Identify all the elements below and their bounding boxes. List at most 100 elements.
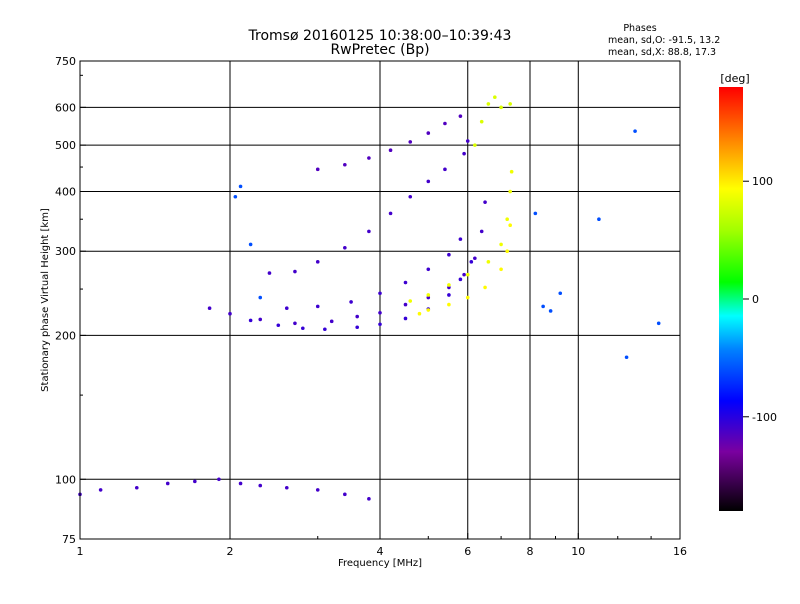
chart-subtitle: RwPretec (Bp) (330, 42, 429, 58)
echo-point (493, 95, 497, 99)
y-tick-label: 500 (55, 139, 76, 152)
echo-point (447, 285, 451, 290)
echo-point (134, 485, 139, 490)
echo-point (403, 316, 408, 321)
x-tick-label: 8 (527, 545, 534, 558)
echo-point (408, 299, 413, 303)
colorbar (719, 87, 743, 511)
x-axis-ticks: 1 2 4 6 8 10 16 (77, 533, 687, 558)
echo-point (293, 269, 297, 274)
echo-point (499, 242, 503, 247)
echo-point (248, 318, 253, 323)
echo-point (343, 245, 347, 250)
echo-point (656, 321, 661, 326)
echo-point (533, 211, 538, 216)
y-tick-label: 100 (55, 473, 76, 486)
echo-point (465, 139, 470, 143)
echo-point (509, 169, 514, 174)
colorbar-label: [deg] (720, 72, 749, 85)
colorbar-tick-label: 0 (752, 293, 759, 306)
y-tick-label: 300 (55, 245, 76, 258)
echo-point (248, 242, 253, 247)
echo-point (426, 131, 431, 135)
echo-point (408, 140, 413, 144)
echo-point (315, 488, 320, 492)
echo-point (228, 311, 232, 316)
echo-point (378, 310, 382, 315)
echo-point (403, 280, 408, 285)
echo-point (349, 300, 353, 304)
x-tick-label: 10 (571, 545, 585, 558)
echo-point (426, 295, 431, 300)
x-tick-label: 1 (77, 545, 84, 558)
echo-point (426, 308, 431, 312)
echo-point (238, 481, 243, 486)
echo-point (486, 102, 491, 106)
echo-point (258, 317, 263, 322)
echo-point (207, 306, 212, 310)
echo-point (217, 477, 221, 482)
echo-point (403, 302, 408, 307)
echo-point (193, 479, 197, 484)
echo-point (293, 321, 297, 326)
echo-point (483, 200, 487, 204)
echo-point (315, 260, 320, 264)
echo-point (505, 249, 510, 254)
x-tick-label: 4 (377, 545, 384, 558)
echo-point (447, 252, 451, 257)
echo-point (465, 295, 470, 300)
echo-point (323, 327, 327, 332)
echo-point (276, 323, 281, 328)
echo-point (426, 179, 431, 184)
echo-point (473, 256, 477, 261)
echo-point (301, 326, 305, 331)
echo-point (508, 189, 512, 194)
echo-point (355, 325, 360, 330)
echo-point (473, 143, 477, 147)
y-axis-ticks: 75 100 200 300 400 500 600 750 (55, 55, 86, 546)
echo-point (426, 267, 431, 272)
echo-point (462, 151, 466, 156)
echo-point (597, 217, 601, 222)
echo-point (98, 488, 103, 492)
y-tick-label: 75 (62, 533, 76, 546)
stats-heading: Phases (623, 23, 656, 34)
echo-point (343, 492, 347, 497)
echo-point (367, 229, 371, 234)
colorbar-tick-label: -100 (752, 411, 777, 424)
x-tick-label: 2 (227, 545, 234, 558)
echo-point (548, 309, 553, 313)
echo-point (284, 485, 289, 490)
y-tick-label: 750 (55, 55, 76, 68)
echo-point (462, 272, 466, 277)
echo-point (508, 102, 512, 106)
echo-point (284, 306, 289, 310)
x-tick-label: 16 (673, 545, 687, 558)
echo-point (483, 285, 487, 290)
echo-point (558, 291, 563, 296)
echo-point (505, 217, 510, 222)
x-axis-label: Frequency [MHz] (338, 558, 422, 569)
echo-point (233, 194, 238, 199)
echo-point (355, 314, 360, 319)
echo-point (443, 121, 447, 126)
y-tick-label: 200 (55, 329, 76, 342)
echo-point (458, 237, 463, 241)
echo-point (315, 167, 320, 172)
data-points (78, 95, 661, 501)
echo-point (447, 293, 451, 297)
echo-point (624, 355, 629, 360)
echo-point (499, 267, 503, 272)
echo-point (465, 272, 470, 277)
y-axis-label: Stationary phase Virtual Height [km] (40, 208, 51, 392)
echo-point (486, 260, 491, 264)
echo-point (408, 194, 413, 199)
echo-point (388, 148, 393, 153)
chart-title: Tromsø 20160125 10:38:00–10:39:43 (248, 28, 512, 44)
echo-point (499, 105, 503, 110)
echo-point (417, 311, 422, 316)
stats-line-x: mean, sd,X: 88.8, 17.3 (608, 47, 716, 58)
echo-point (378, 322, 382, 327)
colorbar-ticks: 100 0 -100 (743, 175, 777, 424)
